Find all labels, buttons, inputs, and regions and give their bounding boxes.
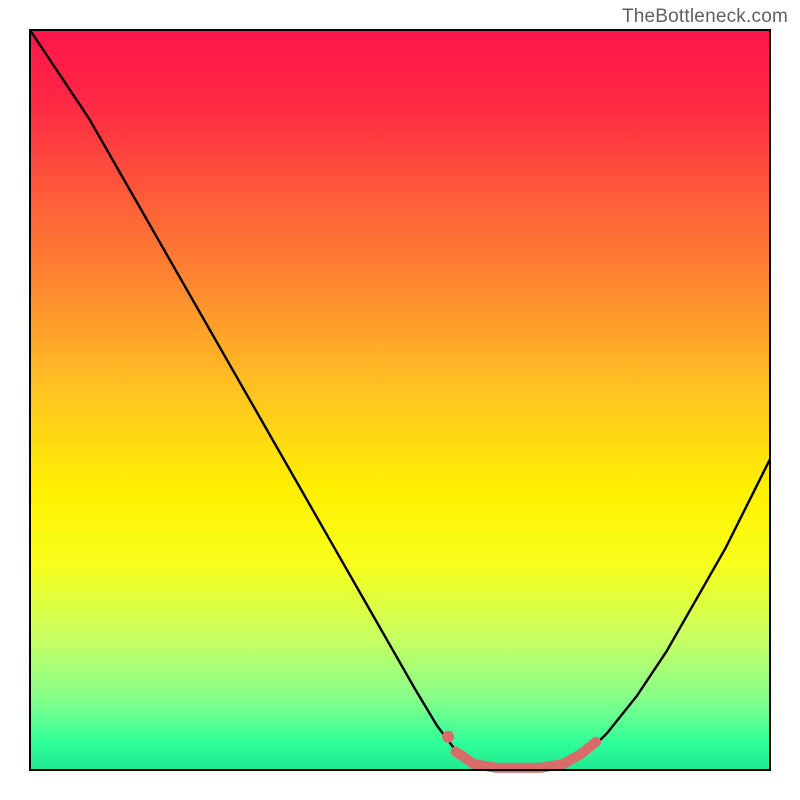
bottleneck-curve-chart <box>0 0 800 800</box>
highlight-dot <box>442 731 454 743</box>
gradient-background <box>30 30 770 770</box>
attribution-label: TheBottleneck.com <box>622 6 788 28</box>
chart-container: TheBottleneck.com <box>0 0 800 800</box>
